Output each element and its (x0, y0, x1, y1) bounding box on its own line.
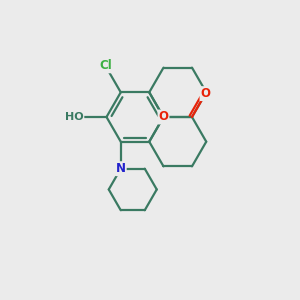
Text: HO: HO (65, 112, 83, 122)
Text: O: O (200, 87, 211, 100)
Text: N: N (116, 162, 126, 175)
Text: O: O (158, 110, 169, 124)
Text: Cl: Cl (99, 59, 112, 72)
